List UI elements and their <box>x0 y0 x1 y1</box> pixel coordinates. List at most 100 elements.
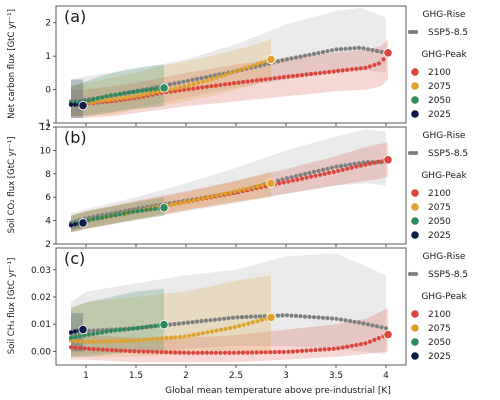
panel-b-point-2075 <box>187 199 192 204</box>
panel-b-point-2100 <box>313 173 318 178</box>
panel-a-point-ssp585 <box>338 47 344 52</box>
panel-b-point-ssp585 <box>311 169 317 174</box>
panel-b-legend-entry-2025: 2025 <box>428 231 451 241</box>
panel-a-point-2100 <box>299 73 305 78</box>
panel-c-point-2050 <box>139 325 144 330</box>
panel-a-point-2050 <box>135 89 140 94</box>
panel-a-ylabel: Net carbon flux [GtC yr⁻¹] <box>7 9 17 119</box>
panel-b-point-ssp585 <box>302 171 308 177</box>
panel-c-point-2100 <box>132 349 137 354</box>
panel-c-point-ssp585 <box>302 314 308 319</box>
panel-c-point-2100 <box>68 345 74 350</box>
panel-b-legend-entry-2075: 2075 <box>428 203 451 213</box>
panel-a-point-2100 <box>336 68 341 73</box>
panel-a-point-2100 <box>295 73 300 78</box>
panel-a-legend-entry-ssp585: SSP5-8.5 <box>428 28 468 38</box>
panel-b-point-2075 <box>232 189 237 194</box>
panel-c-legend-entry-2100: 2100 <box>428 310 451 320</box>
panel-a-point-2075 <box>155 89 160 95</box>
panel-a-point-ssp585 <box>190 77 195 82</box>
panel-b-point-2075 <box>173 201 178 206</box>
panel-c-point-2075 <box>100 339 105 344</box>
panel-c-legend-swatch-ssp585 <box>413 271 419 277</box>
panel-c-point-ssp585 <box>307 314 312 319</box>
panel-b-point-2050 <box>104 214 109 219</box>
panel-a-point-ssp585 <box>199 76 204 81</box>
panel-c-point-2100 <box>322 347 327 352</box>
panel-b-point-ssp585 <box>298 173 303 178</box>
panel-a-plot-area <box>68 7 393 118</box>
panel-c-point-2100 <box>304 348 309 353</box>
panel-c-point-ssp585 <box>244 314 249 319</box>
panel-a-point-ssp585 <box>172 81 177 86</box>
panel-c-point-2075 <box>237 323 242 329</box>
panel-b-point-2050 <box>139 208 144 213</box>
panel-a-point-ssp585 <box>370 48 375 53</box>
panel-c-point-ssp585 <box>289 313 294 318</box>
panel-b-point-ssp585 <box>284 176 290 181</box>
panel-c-point-2100 <box>367 339 372 344</box>
panel-c-endpoint-2050 <box>159 320 169 330</box>
panel-c-point-2100 <box>254 350 259 355</box>
x-axis-label: Global mean temperature above pre-indust… <box>165 386 391 396</box>
panel-a-point-2100 <box>381 57 386 62</box>
panel-b-point-ssp585 <box>325 166 330 171</box>
panel-c-band-2075 <box>71 275 271 357</box>
panel-c-point-2100 <box>250 350 255 355</box>
panel-b-point-2100 <box>363 162 368 167</box>
panel-c-legend-swatch-ssp585 <box>410 271 416 277</box>
panel-c-point-2050 <box>86 332 91 337</box>
panel-c-point-2075 <box>232 325 237 330</box>
panel-c-point-2075 <box>137 338 142 343</box>
panel-a-endpoint-2050 <box>159 83 169 93</box>
panel-a-point-2100 <box>241 79 246 85</box>
panel-a-point-2050 <box>99 95 105 100</box>
panel-b-point-2075 <box>223 191 228 196</box>
panel-c-point-2075 <box>218 327 224 332</box>
panel-b-band-ssp585 <box>71 129 386 233</box>
panel-c-ytick-label: 0.03 <box>31 266 51 276</box>
panel-a-point-2100 <box>345 67 350 72</box>
panel-a-point-2075 <box>100 98 105 103</box>
panel-a-endpoint-2100 <box>383 48 393 58</box>
panel-c-point-2050 <box>108 328 113 334</box>
panel-c-point-2100 <box>159 350 164 355</box>
panel-a-point-2075 <box>200 79 205 84</box>
panel-c-ylabel: Soil CH₄ flux [GtC yr⁻¹] <box>7 258 17 355</box>
panel-a-legend-entry-2025: 2025 <box>428 110 451 120</box>
panel-a-legend-swatch-ssp585 <box>407 29 413 35</box>
panel-a-point-2100 <box>245 79 250 84</box>
panel-b-endpoint-2100 <box>383 155 393 165</box>
panel-a-point-2100 <box>327 69 332 75</box>
panel-a-point-2100 <box>231 81 237 86</box>
panel-a-point-2075 <box>223 72 228 77</box>
panel-a-point-2075 <box>205 78 210 83</box>
panel-c-point-ssp585 <box>208 318 213 323</box>
panel-a-point-ssp585 <box>334 47 339 52</box>
panel-b-legend-swatch-ssp585 <box>413 150 419 156</box>
panel-c-point-2100 <box>105 347 110 352</box>
panel-c-point-2100 <box>109 348 114 353</box>
panel-c-point-2100 <box>82 346 87 351</box>
panel-c-point-2100 <box>340 345 345 350</box>
panel-c-legend-swatch-ssp585 <box>407 271 413 277</box>
panel-c: Soil CH₄ flux [GtC yr⁻¹] (c) 0.00 0.01 0.0… <box>7 247 468 381</box>
panel-c-point-2075 <box>82 339 87 344</box>
panel-c-point-2100 <box>209 350 214 355</box>
panel-a-point-2100 <box>277 75 282 80</box>
panel-c-point-2100 <box>150 349 155 354</box>
panel-a-point-2075 <box>241 66 246 71</box>
panel-c-point-2100 <box>141 349 146 354</box>
panel-c-point-2100 <box>87 346 92 351</box>
panel-a-point-2050 <box>153 87 158 92</box>
panel-c-point-2100 <box>277 349 282 355</box>
panel-b-point-2075 <box>237 188 242 193</box>
panel-a-point-2075 <box>187 83 192 88</box>
panel-b-point-2075 <box>246 186 251 191</box>
panel-a-point-2050 <box>148 87 153 92</box>
panel-a-point-2100 <box>286 74 291 79</box>
panel-c-point-ssp585 <box>334 316 339 321</box>
panel-a-point-2100 <box>191 86 196 91</box>
panel-a-legend-entry-2100: 2100 <box>428 68 451 78</box>
